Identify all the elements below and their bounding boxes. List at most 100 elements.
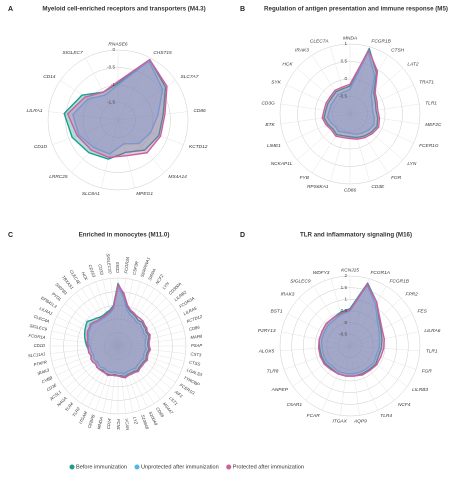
spoke xyxy=(50,345,119,354)
spoke xyxy=(330,46,351,115)
spoke xyxy=(117,316,180,347)
legend-label: Unprotected after immunization xyxy=(141,464,219,470)
spoke xyxy=(117,345,172,389)
radial-tick-label: -0.5 xyxy=(339,94,347,99)
category-label: PSAP xyxy=(191,343,202,348)
series-area xyxy=(87,285,148,375)
category-label: FCGR1A xyxy=(28,333,46,340)
category-label: LYN xyxy=(407,161,416,167)
spoke xyxy=(313,286,351,347)
category-label: CD68 xyxy=(155,406,165,418)
radial-tick-label: -1 xyxy=(111,82,116,87)
spoke xyxy=(117,278,126,347)
legend-label: Protected after immunization xyxy=(233,464,304,470)
spoke xyxy=(349,278,370,347)
category-label: TLR1 xyxy=(425,100,437,106)
panel-letter: D xyxy=(240,232,245,239)
category-label: SLC8A1 xyxy=(82,191,100,197)
radial-tick-label: 1 xyxy=(344,297,347,302)
spoke xyxy=(330,113,351,182)
panel-letter: A xyxy=(8,6,13,13)
radial-tick-label: -1.5 xyxy=(107,100,115,105)
category-label: BST1 xyxy=(271,308,283,314)
spoke xyxy=(75,345,119,400)
spoke xyxy=(117,345,126,414)
category-label: CLEC4A xyxy=(33,314,50,324)
spoke xyxy=(69,345,119,395)
spoke xyxy=(321,345,351,411)
category-label: ANPEP xyxy=(271,387,289,393)
spoke xyxy=(64,345,119,389)
category-label: CHST15 xyxy=(153,50,172,56)
spoke xyxy=(71,119,119,173)
spoke xyxy=(349,84,414,115)
category-label: LST1 xyxy=(168,396,179,407)
spoke xyxy=(117,111,188,121)
category-label: CD33 xyxy=(97,264,104,276)
category-label: PYGL xyxy=(51,291,63,302)
category-label: PTAFR xyxy=(33,359,47,367)
category-label: CD1D xyxy=(34,144,48,150)
spoke xyxy=(85,57,119,121)
spoke xyxy=(349,113,389,173)
series-area xyxy=(86,284,152,379)
category-label: MAFB xyxy=(190,334,202,340)
spoke xyxy=(292,345,351,387)
category-label: LIME1 xyxy=(267,143,281,149)
spoke xyxy=(117,279,134,347)
spoke xyxy=(117,292,161,347)
radial-tick-label: 0 xyxy=(112,47,115,52)
spoke xyxy=(75,292,119,347)
category-label: S100A9 xyxy=(148,411,159,427)
category-label: MPEG1 xyxy=(136,191,153,197)
legend-swatch xyxy=(134,464,140,470)
radial-tick-label: 1 xyxy=(344,41,347,46)
category-label: FCGR1B xyxy=(371,38,391,44)
category-label: FCGR1A xyxy=(371,270,390,276)
spoke xyxy=(60,80,119,121)
category-label: CD14 xyxy=(106,418,112,430)
spoke xyxy=(349,345,408,387)
spoke xyxy=(296,113,351,160)
series-area xyxy=(320,284,381,375)
spoke xyxy=(48,111,119,121)
category-label: RPS6KA1 xyxy=(307,184,329,190)
category-label: TLR4 xyxy=(380,413,392,419)
category-label: LYN xyxy=(161,280,170,290)
category-label: SIGLEC7 xyxy=(62,50,83,56)
category-label: CD14 xyxy=(43,74,56,80)
spoke xyxy=(349,46,370,115)
spoke xyxy=(349,113,414,144)
spoke xyxy=(349,55,389,115)
category-label: IRAK3 xyxy=(295,47,309,53)
spoke xyxy=(117,345,185,362)
radial-tick-label: 0.5 xyxy=(341,308,348,313)
panel-title: Myeloid cell-enriched receptors and tran… xyxy=(42,6,205,13)
spoke xyxy=(117,345,167,395)
spoke xyxy=(53,323,119,347)
series-area xyxy=(72,60,164,155)
category-label: CD36 xyxy=(46,382,58,392)
category-label: CD86 xyxy=(189,324,201,331)
spoke xyxy=(51,345,119,362)
spoke xyxy=(56,345,119,376)
category-label: CD3G xyxy=(261,100,275,106)
category-label: TRAT1 xyxy=(419,80,434,86)
category-label: SIGLEC9 xyxy=(290,278,311,284)
category-label: CD86 xyxy=(344,187,357,193)
spoke xyxy=(117,345,186,354)
spoke xyxy=(52,119,119,146)
category-label: ITGAX xyxy=(332,419,347,425)
spoke xyxy=(117,345,155,404)
spoke xyxy=(117,345,180,376)
spoke xyxy=(117,57,151,121)
category-label: C5AR1 xyxy=(287,402,303,408)
category-label: CTSS xyxy=(189,359,201,366)
panel-letter: B xyxy=(240,6,245,13)
series-area xyxy=(63,58,167,160)
category-label: LRRC25 xyxy=(49,174,68,180)
radial-tick-label: 0 xyxy=(344,76,347,81)
category-label: FCGR2A xyxy=(123,256,130,274)
spoke xyxy=(102,345,119,413)
